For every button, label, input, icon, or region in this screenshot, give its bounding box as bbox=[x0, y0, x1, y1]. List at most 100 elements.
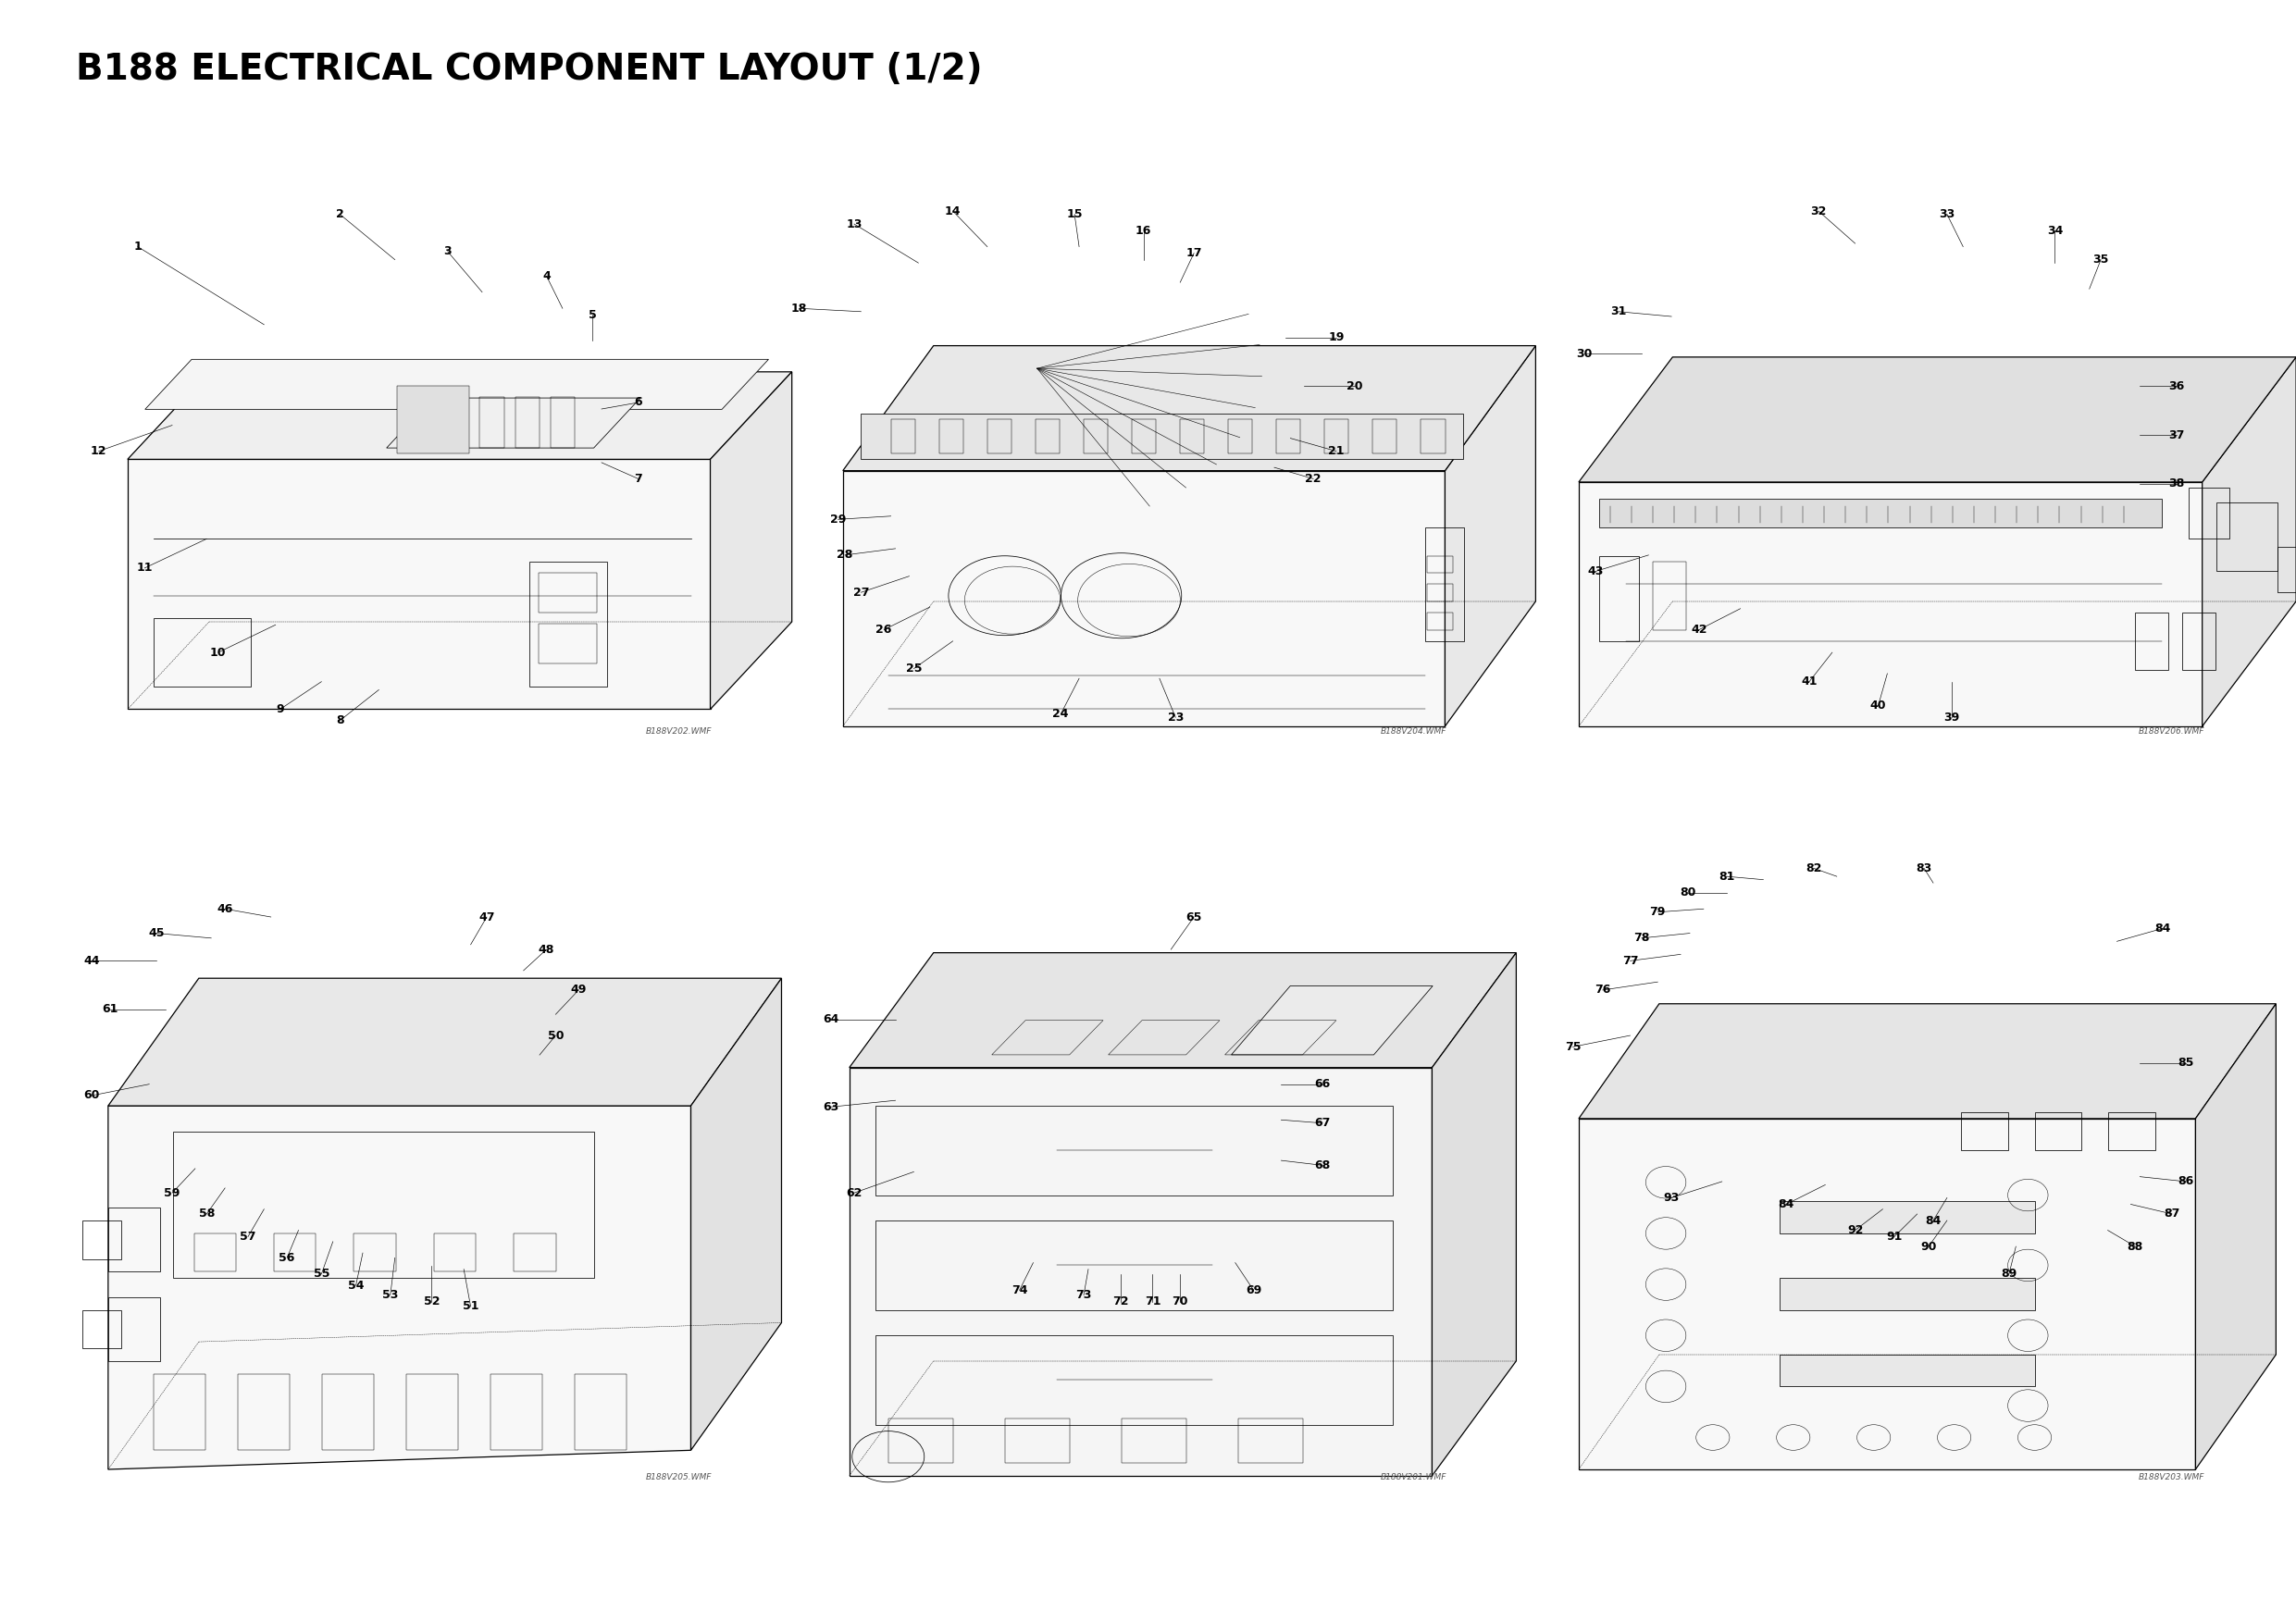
Text: 40: 40 bbox=[1869, 700, 1887, 712]
Bar bbox=[1006, 1419, 1070, 1462]
Text: B188V206.WMF: B188V206.WMF bbox=[2138, 727, 2204, 735]
Bar bbox=[397, 385, 468, 453]
Text: 1: 1 bbox=[133, 240, 142, 253]
Polygon shape bbox=[129, 459, 709, 709]
Text: 74: 74 bbox=[1010, 1284, 1029, 1297]
Bar bbox=[1961, 1112, 2007, 1151]
Polygon shape bbox=[386, 398, 641, 448]
Polygon shape bbox=[108, 979, 781, 1105]
Polygon shape bbox=[1580, 1118, 2195, 1469]
Text: 62: 62 bbox=[845, 1186, 863, 1199]
Polygon shape bbox=[691, 979, 781, 1451]
Text: 7: 7 bbox=[634, 472, 643, 485]
Text: 20: 20 bbox=[1345, 380, 1364, 393]
Bar bbox=[2135, 612, 2170, 669]
Polygon shape bbox=[129, 372, 792, 459]
Text: 16: 16 bbox=[1134, 224, 1153, 237]
Text: 19: 19 bbox=[1327, 331, 1345, 344]
Bar bbox=[1426, 555, 1453, 573]
Text: 76: 76 bbox=[1593, 984, 1612, 997]
Text: 90: 90 bbox=[1919, 1240, 1938, 1253]
Bar bbox=[154, 1373, 204, 1451]
Text: 78: 78 bbox=[1632, 932, 1651, 945]
Text: 11: 11 bbox=[135, 562, 154, 575]
Bar bbox=[540, 623, 597, 664]
Text: 92: 92 bbox=[1846, 1224, 1864, 1237]
Bar bbox=[83, 1310, 122, 1349]
Text: 43: 43 bbox=[1587, 565, 1605, 578]
Bar bbox=[1779, 1201, 2034, 1233]
Text: 30: 30 bbox=[1575, 347, 1593, 360]
Text: 13: 13 bbox=[845, 217, 863, 230]
Text: 37: 37 bbox=[2167, 428, 2186, 441]
Bar bbox=[514, 398, 540, 448]
Bar bbox=[1426, 584, 1453, 602]
Polygon shape bbox=[709, 372, 792, 709]
Text: 57: 57 bbox=[239, 1230, 257, 1243]
Text: 86: 86 bbox=[2179, 1175, 2193, 1188]
Text: 63: 63 bbox=[824, 1100, 838, 1113]
Text: 53: 53 bbox=[381, 1289, 400, 1302]
Text: 56: 56 bbox=[278, 1251, 296, 1264]
Text: 84: 84 bbox=[1777, 1198, 1795, 1211]
Text: 48: 48 bbox=[537, 943, 556, 956]
Bar bbox=[987, 419, 1013, 453]
Text: 91: 91 bbox=[1885, 1230, 1903, 1243]
Text: 17: 17 bbox=[1185, 247, 1203, 260]
Text: 3: 3 bbox=[443, 245, 452, 258]
Text: 22: 22 bbox=[1304, 472, 1322, 485]
Text: 8: 8 bbox=[335, 714, 344, 727]
Bar bbox=[1132, 419, 1157, 453]
Text: 50: 50 bbox=[546, 1029, 565, 1042]
Bar bbox=[83, 1220, 122, 1259]
Polygon shape bbox=[843, 471, 1444, 727]
Polygon shape bbox=[2195, 1003, 2275, 1469]
Text: 73: 73 bbox=[1075, 1289, 1093, 1302]
Text: B188 ELECTRICAL COMPONENT LAYOUT (1/2): B188 ELECTRICAL COMPONENT LAYOUT (1/2) bbox=[76, 52, 983, 88]
Text: 45: 45 bbox=[147, 927, 165, 940]
Text: 67: 67 bbox=[1313, 1117, 1332, 1130]
Text: 85: 85 bbox=[2177, 1057, 2195, 1070]
Text: 4: 4 bbox=[542, 269, 551, 282]
Polygon shape bbox=[1444, 346, 1536, 727]
Text: 71: 71 bbox=[1143, 1295, 1162, 1308]
Text: 65: 65 bbox=[1185, 911, 1203, 923]
Text: 21: 21 bbox=[1327, 445, 1345, 458]
Text: 31: 31 bbox=[1609, 305, 1628, 318]
Bar bbox=[514, 1233, 556, 1272]
Bar bbox=[172, 1131, 595, 1277]
Bar bbox=[480, 398, 505, 448]
Text: 81: 81 bbox=[1717, 870, 1736, 883]
Text: 2: 2 bbox=[335, 208, 344, 221]
Polygon shape bbox=[1580, 1003, 2275, 1118]
Bar bbox=[1779, 1355, 2034, 1386]
Bar bbox=[939, 419, 964, 453]
Text: 80: 80 bbox=[1678, 886, 1697, 899]
Text: 66: 66 bbox=[1316, 1078, 1329, 1091]
Bar bbox=[1238, 1419, 1302, 1462]
Text: 39: 39 bbox=[1945, 711, 1958, 724]
Text: 24: 24 bbox=[1052, 708, 1070, 721]
Text: 38: 38 bbox=[2170, 477, 2183, 490]
Bar bbox=[108, 1208, 161, 1272]
Text: 41: 41 bbox=[1800, 675, 1818, 688]
Text: 36: 36 bbox=[2170, 380, 2183, 393]
Bar bbox=[1598, 555, 1639, 641]
Text: 6: 6 bbox=[634, 396, 643, 409]
Bar bbox=[1421, 419, 1444, 453]
Bar bbox=[2181, 612, 2216, 669]
Bar bbox=[154, 618, 250, 687]
Text: 29: 29 bbox=[829, 513, 847, 526]
Text: 58: 58 bbox=[197, 1208, 216, 1220]
Bar bbox=[1277, 419, 1300, 453]
Polygon shape bbox=[1433, 953, 1515, 1475]
Bar bbox=[2216, 503, 2278, 571]
Bar bbox=[2278, 547, 2296, 592]
Text: B188V203.WMF: B188V203.WMF bbox=[2138, 1474, 2204, 1482]
Text: 79: 79 bbox=[1649, 906, 1667, 919]
Bar bbox=[1653, 562, 1685, 630]
Text: 34: 34 bbox=[2046, 224, 2064, 237]
Polygon shape bbox=[108, 1105, 691, 1469]
Text: 5: 5 bbox=[588, 308, 597, 321]
Bar bbox=[889, 1419, 953, 1462]
